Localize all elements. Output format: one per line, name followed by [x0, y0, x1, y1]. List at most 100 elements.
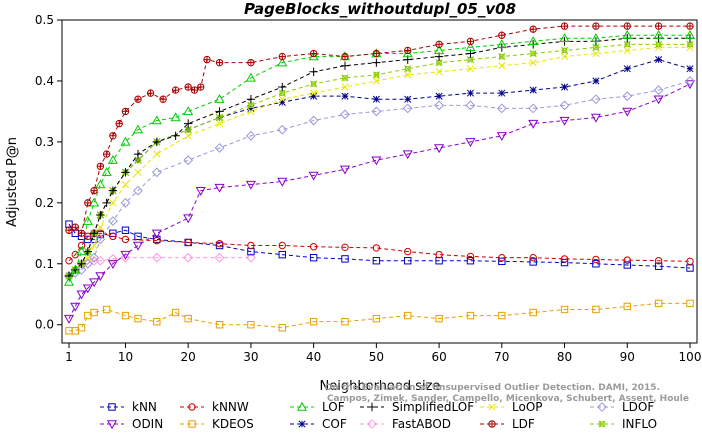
data-point — [153, 150, 161, 158]
data-point — [341, 317, 349, 326]
data-point — [434, 45, 445, 55]
data-point — [76, 290, 87, 300]
data-point — [195, 186, 206, 196]
series-line — [68, 80, 691, 277]
data-point — [434, 100, 444, 111]
data-point — [623, 261, 631, 269]
legend-label: INFLO — [622, 417, 657, 431]
legend-item-cof: COF — [290, 417, 347, 431]
data-point — [465, 42, 476, 52]
legend-item-lof: LOF — [290, 400, 345, 414]
data-point — [372, 71, 380, 79]
data-point — [367, 402, 377, 412]
data-point — [108, 186, 118, 195]
data-point — [277, 57, 288, 67]
y-axis-label: Adjusted P@n — [5, 137, 20, 227]
data-point — [498, 311, 506, 320]
data-point — [371, 106, 382, 117]
data-point — [653, 30, 664, 39]
data-point — [498, 31, 506, 39]
legend-label: LDF — [512, 417, 535, 431]
data-point — [215, 321, 224, 329]
data-point — [341, 83, 349, 91]
series-line — [68, 34, 690, 283]
data-point — [372, 314, 381, 323]
x-tick-label: 10 — [118, 350, 133, 364]
data-point — [435, 250, 443, 259]
data-point — [214, 183, 225, 193]
y-tick-label: 0.4 — [35, 74, 54, 88]
data-point — [63, 314, 75, 324]
data-point — [653, 85, 664, 95]
legend-item-knnw: kNNW — [180, 400, 249, 414]
data-point — [498, 253, 506, 262]
data-point — [372, 257, 381, 265]
data-point — [529, 253, 537, 262]
legend-label: LDOF — [622, 400, 654, 414]
data-point — [76, 246, 87, 256]
data-point — [171, 308, 180, 317]
data-point — [133, 149, 143, 159]
data-point — [435, 68, 443, 76]
data-point — [278, 52, 286, 61]
legend-item-loop: LoOP — [480, 400, 543, 414]
data-point — [101, 167, 112, 177]
y-axis: 0.0 0.1 0.2 0.3 0.4 0.5 — [35, 13, 62, 332]
data-point — [560, 46, 569, 55]
data-point — [132, 241, 144, 251]
data-point — [498, 53, 506, 61]
legend-label: COF — [322, 417, 347, 431]
data-point — [247, 107, 255, 115]
legend-item-kdeos: KDEOS — [180, 417, 254, 431]
data-point — [296, 401, 308, 411]
data-point — [76, 264, 87, 275]
data-point — [215, 58, 224, 67]
data-point — [183, 252, 194, 263]
legend: kNN kNNW LOF SimplifiedLOF LoOP LDOF ODIN KDEOS… — [100, 400, 657, 431]
data-point — [684, 30, 696, 39]
data-point — [134, 314, 142, 323]
data-point — [95, 179, 106, 189]
data-point — [108, 403, 116, 411]
legend-label: FastABOD — [392, 417, 451, 431]
data-point — [277, 177, 288, 187]
data-point — [77, 241, 86, 250]
data-point — [63, 276, 75, 286]
data-point — [65, 257, 73, 265]
series-ldof — [64, 76, 695, 281]
data-point — [684, 80, 696, 90]
data-point — [183, 214, 194, 224]
data-point — [82, 215, 93, 225]
series-layer — [63, 22, 696, 335]
data-point — [309, 67, 318, 77]
data-point — [247, 58, 255, 67]
legend-label: kNN — [132, 400, 157, 414]
data-point — [528, 36, 539, 46]
data-point — [529, 258, 537, 266]
legend-item-fastabod: FastABOD — [360, 417, 451, 431]
data-point — [89, 252, 99, 263]
data-point — [592, 77, 600, 85]
data-point — [151, 229, 162, 239]
data-point — [498, 89, 506, 97]
data-point — [435, 92, 443, 100]
data-point — [590, 33, 601, 42]
data-point — [246, 95, 256, 104]
data-point — [102, 198, 111, 208]
data-point — [82, 258, 93, 269]
data-point — [152, 137, 162, 147]
legend-item-inflo: INFLO — [590, 417, 657, 431]
data-point — [133, 185, 143, 196]
data-point — [496, 103, 507, 114]
data-point — [151, 167, 162, 178]
data-point — [190, 86, 199, 94]
x-axis-label: Neighborhood size — [320, 379, 441, 394]
data-point — [132, 124, 144, 134]
data-point — [685, 76, 695, 86]
data-point — [95, 272, 106, 282]
data-point — [188, 420, 196, 428]
data-point — [309, 317, 318, 326]
data-point — [77, 229, 86, 238]
data-point — [528, 119, 539, 129]
data-point — [372, 77, 380, 85]
